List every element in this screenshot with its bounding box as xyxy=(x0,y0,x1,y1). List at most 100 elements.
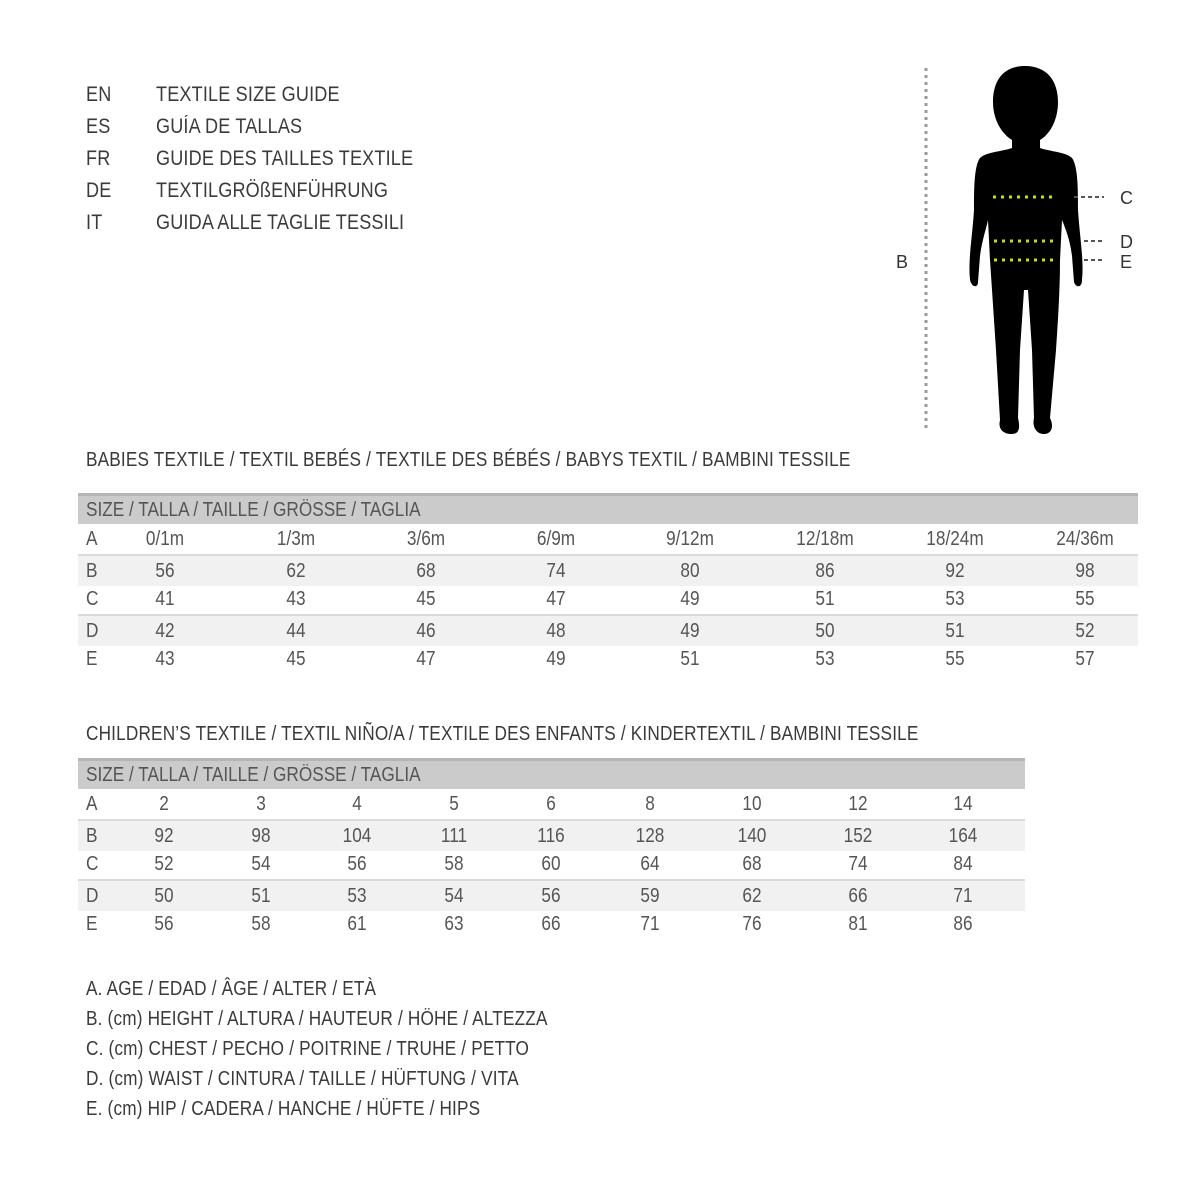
table-cell: 128 xyxy=(635,825,665,847)
table-cell: 164 xyxy=(948,825,978,847)
table-cell: 1/3m xyxy=(276,528,316,550)
row-label: E xyxy=(86,648,98,670)
table-cell: 62 xyxy=(742,885,762,907)
child-silhouette-figure: B C D E xyxy=(896,66,1133,434)
legend-item: D. (cm) WAIST / CINTURA / TAILLE / HÜFTU… xyxy=(86,1068,519,1090)
table-cell: 12 xyxy=(848,793,868,815)
table-cell: 44 xyxy=(286,620,306,642)
table-cell: 50 xyxy=(815,620,835,642)
table-cell: 61 xyxy=(347,913,367,935)
table-cell: 92 xyxy=(154,825,174,847)
table-cell: 53 xyxy=(815,648,835,670)
row-label: E xyxy=(86,913,98,935)
legend-item: C. (cm) CHEST / PECHO / POITRINE / TRUHE… xyxy=(86,1038,530,1060)
table-cell: 56 xyxy=(541,885,561,907)
table-cell: 140 xyxy=(737,825,767,847)
table-cell: 24/36m xyxy=(1056,528,1114,550)
table-cell: 63 xyxy=(444,913,464,935)
lang-code: FR xyxy=(86,147,111,170)
table-cell: 55 xyxy=(945,648,965,670)
table-cell: 76 xyxy=(742,913,762,935)
table-cell: 53 xyxy=(347,885,367,907)
header-label: SIZE / TALLA / TAILLE / GRÖSSE / TAGLIA xyxy=(86,499,421,521)
table-cell: 52 xyxy=(1075,620,1095,642)
child-silhouette xyxy=(969,66,1083,434)
table-cell: 98 xyxy=(251,825,271,847)
table-cell: 68 xyxy=(416,560,436,582)
table-cell: 45 xyxy=(416,588,436,610)
table-cell: 43 xyxy=(286,588,306,610)
legend-item: A. AGE / EDAD / ÂGE / ALTER / ETÀ xyxy=(86,978,377,1000)
table-cell: 2 xyxy=(159,793,169,815)
table-cell: 74 xyxy=(848,853,868,875)
label-d: D xyxy=(1120,232,1133,252)
table-cell: 71 xyxy=(640,913,660,935)
table-header: SIZE / TALLA / TAILLE / GRÖSSE / TAGLIA xyxy=(78,758,1025,789)
table-cell: 58 xyxy=(444,853,464,875)
table-cell: 4 xyxy=(352,793,362,815)
title-text: TEXTILE SIZE GUIDE xyxy=(156,83,340,106)
table-cell: 48 xyxy=(546,620,566,642)
legend-item: B. (cm) HEIGHT / ALTURA / HAUTEUR / HÖHE… xyxy=(86,1008,548,1030)
table-cell: 81 xyxy=(848,913,868,935)
table-row: C 41 43 45 47 49 51 53 55 xyxy=(78,584,1138,614)
lang-code: DE xyxy=(86,179,112,202)
table-row: D 50 51 53 54 56 59 62 66 71 xyxy=(78,879,1025,911)
table-cell: 54 xyxy=(251,853,271,875)
label-e: E xyxy=(1120,252,1132,272)
title-text: TEXTILGRÖßENFÜHRUNG xyxy=(156,179,389,202)
table-cell: 86 xyxy=(953,913,973,935)
table-cell: 152 xyxy=(843,825,873,847)
table-row: C 52 54 56 58 60 64 68 74 84 xyxy=(78,849,1025,879)
row-label: C xyxy=(86,853,99,875)
table-cell: 14 xyxy=(953,793,973,815)
children-heading: CHILDREN’S TEXTILE / TEXTIL NIÑO/A / TEX… xyxy=(86,723,919,745)
table-cell: 58 xyxy=(251,913,271,935)
table-cell: 56 xyxy=(154,913,174,935)
table-cell: 51 xyxy=(945,620,965,642)
table-cell: 51 xyxy=(251,885,271,907)
table-cell: 51 xyxy=(815,588,835,610)
table-cell: 6/9m xyxy=(536,528,576,550)
legend-item: E. (cm) HIP / CADERA / HANCHE / HÜFTE / … xyxy=(86,1098,481,1120)
table-cell: 9/12m xyxy=(666,528,714,550)
table-cell: 54 xyxy=(444,885,464,907)
table-cell: 86 xyxy=(815,560,835,582)
table-cell: 111 xyxy=(440,825,468,847)
table-cell: 57 xyxy=(1075,648,1095,670)
row-label: A xyxy=(86,528,98,550)
table-cell: 68 xyxy=(742,853,762,875)
table-cell: 49 xyxy=(680,588,700,610)
table-cell: 46 xyxy=(416,620,436,642)
table-cell: 41 xyxy=(155,588,175,610)
table-cell: 116 xyxy=(537,825,565,847)
table-cell: 52 xyxy=(154,853,174,875)
label-b: B xyxy=(896,252,908,272)
table-cell: 56 xyxy=(347,853,367,875)
title-text: GUÍA DE TALLAS xyxy=(156,115,303,138)
table-cell: 3/6m xyxy=(406,528,446,550)
table-cell: 47 xyxy=(416,648,436,670)
table-cell: 74 xyxy=(546,560,566,582)
table-cell: 71 xyxy=(953,885,973,907)
table-cell: 3 xyxy=(256,793,266,815)
table-row: B 92 98 104 111 116 128 140 152 164 xyxy=(78,819,1025,851)
title-text: GUIDE DES TAILLES TEXTILE xyxy=(156,147,414,170)
table-row: E 56 58 61 63 66 71 76 81 86 xyxy=(78,909,1025,939)
table-cell: 84 xyxy=(953,853,973,875)
lang-code: ES xyxy=(86,115,111,138)
table-cell: 104 xyxy=(342,825,372,847)
table-cell: 55 xyxy=(1075,588,1095,610)
table-cell: 0/1m xyxy=(145,528,185,550)
babies-heading: BABIES TEXTILE / TEXTIL BEBÉS / TEXTILE … xyxy=(86,449,851,471)
lang-code: EN xyxy=(86,83,112,106)
table-cell: 66 xyxy=(848,885,868,907)
table-cell: 92 xyxy=(945,560,965,582)
table-cell: 98 xyxy=(1075,560,1095,582)
table-cell: 60 xyxy=(541,853,561,875)
lang-code: IT xyxy=(86,211,103,234)
table-cell: 49 xyxy=(546,648,566,670)
row-label: B xyxy=(86,560,98,582)
table-row: A 0/1m 1/3m 3/6m 6/9m 9/12m 12/18m 18/24m 24/36m xyxy=(78,524,1138,554)
table-cell: 56 xyxy=(155,560,175,582)
